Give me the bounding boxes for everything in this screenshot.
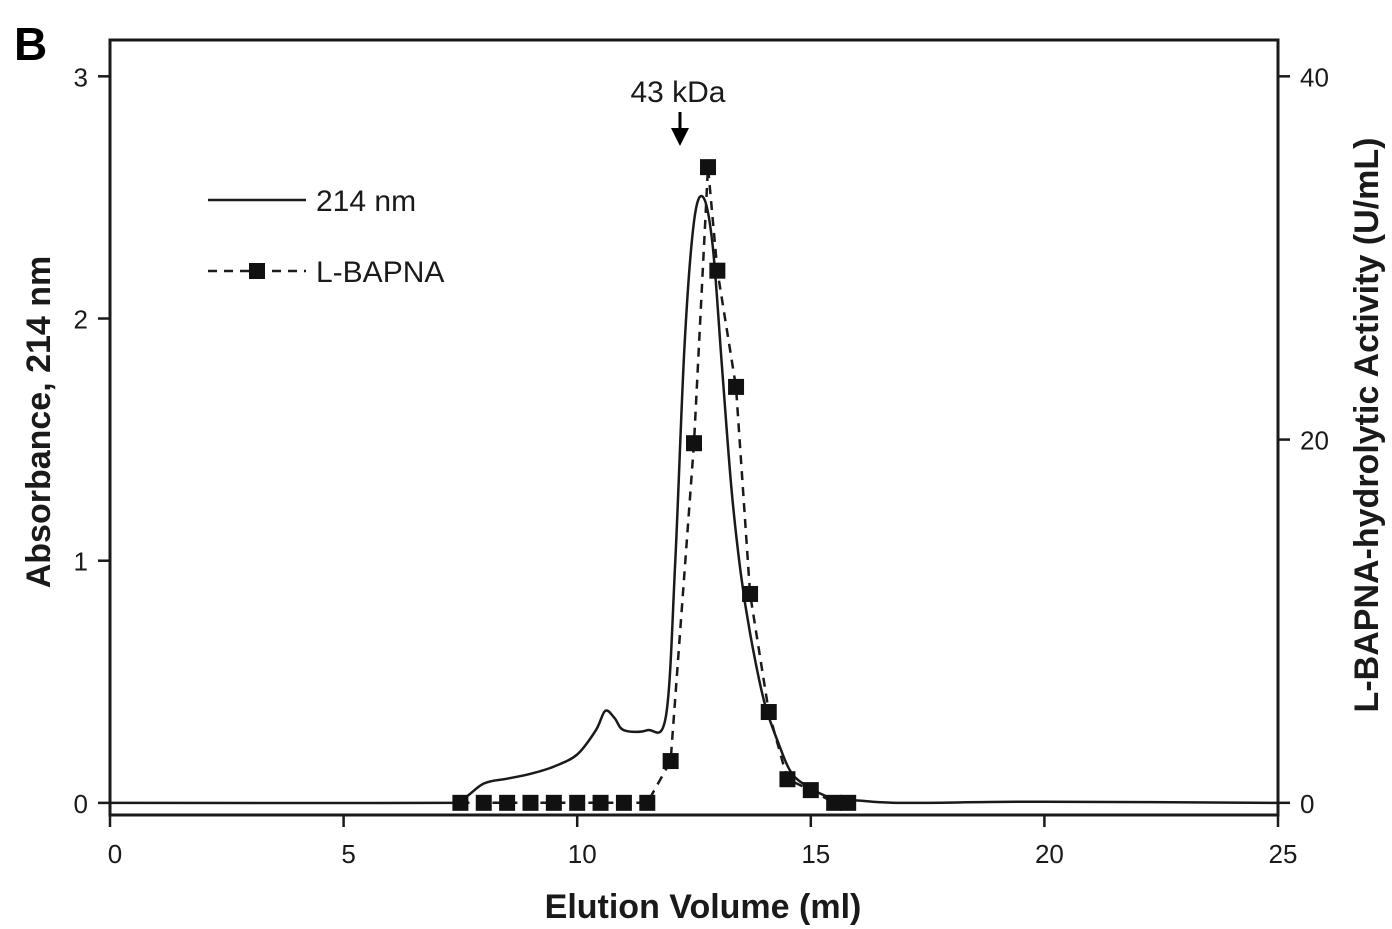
data-point <box>700 159 717 176</box>
legend: 214 nm L-BAPNA <box>208 185 444 289</box>
data-point <box>779 771 796 788</box>
data-point <box>475 794 492 811</box>
data-point <box>452 794 469 811</box>
series-214nm <box>109 194 1279 805</box>
data-point <box>615 794 632 811</box>
data-point <box>569 794 586 811</box>
series-lbapna <box>452 159 857 811</box>
data-point <box>662 753 679 770</box>
data-point <box>826 794 843 811</box>
y-tick-label: 1 <box>74 547 88 577</box>
data-point <box>522 794 539 811</box>
y2-tick-label: 20 <box>1300 426 1329 456</box>
data-point <box>639 794 656 811</box>
x-tick-label: 10 <box>568 839 597 869</box>
x-axis: 0 5 10 15 20 25 <box>108 815 1298 869</box>
series-line-214nm <box>109 194 1279 805</box>
data-point <box>840 794 857 811</box>
data-point <box>760 704 777 721</box>
legend-label-214nm: 214 nm <box>316 185 416 218</box>
data-point <box>742 585 759 602</box>
x-tick-label: 15 <box>801 839 830 869</box>
series-layer <box>109 159 1279 811</box>
data-point <box>499 794 516 811</box>
data-point <box>728 378 745 395</box>
x-axis-title: Elution Volume (ml) <box>545 888 862 926</box>
y2-tick-label: 40 <box>1300 62 1329 92</box>
legend-marker-lbapna <box>249 263 265 279</box>
data-point <box>709 262 726 279</box>
x-tick-label: 5 <box>341 839 355 869</box>
right-y-axis: 0 20 40 <box>1278 62 1329 819</box>
left-y-axis-title: Absorbance, 214 nm <box>20 256 58 589</box>
x-tick-label: 20 <box>1035 839 1064 869</box>
right-y-axis-title: L-BAPNA-hydrolytic Activity (U/mL) <box>1348 138 1386 713</box>
y-tick-label: 0 <box>74 789 88 819</box>
panel-letter: B <box>14 18 47 70</box>
data-point <box>545 794 562 811</box>
down-arrow-icon <box>670 128 689 146</box>
left-y-axis: 0 1 2 3 <box>74 62 110 819</box>
x-tick-label: 25 <box>1269 839 1298 869</box>
y-tick-label: 2 <box>74 305 88 335</box>
y-tick-label: 3 <box>74 62 88 92</box>
y2-tick-label: 0 <box>1300 789 1314 819</box>
annotation-layer: 43 kDa <box>630 76 726 146</box>
x-tick-label: 0 <box>108 839 122 869</box>
series-line-lbapna <box>460 166 849 805</box>
plot-frame <box>108 38 1280 817</box>
data-point <box>592 794 609 811</box>
legend-label-lbapna: L-BAPNA <box>316 256 444 289</box>
data-point <box>686 435 702 452</box>
data-point <box>802 782 819 799</box>
annotation-label: 43 kDa <box>630 76 725 109</box>
